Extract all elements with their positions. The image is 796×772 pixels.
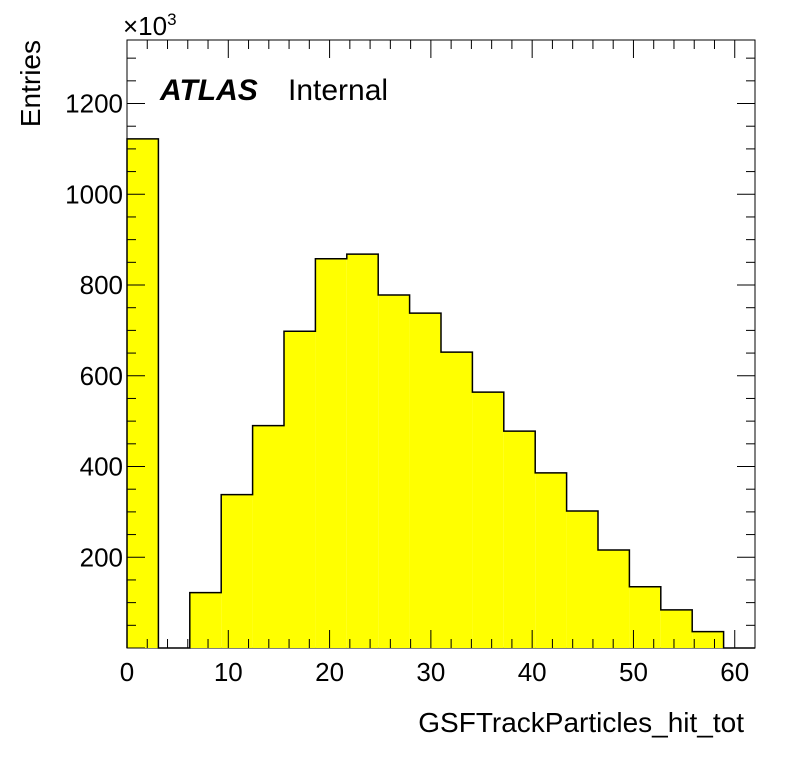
y-scale-factor: ×103 (123, 10, 177, 41)
histogram-bar (346, 254, 379, 648)
x-tick-label: 50 (619, 657, 648, 687)
internal-label: Internal (288, 74, 388, 107)
x-axis-ticks (126, 40, 756, 648)
histogram-bar (503, 431, 536, 648)
histogram-bar (252, 425, 284, 648)
y-tick-label: 400 (80, 452, 123, 482)
histogram-bar (660, 609, 693, 648)
histogram-bar (189, 592, 222, 648)
histogram-bar (284, 331, 316, 648)
histogram-bars (127, 138, 724, 648)
y-tick-label: 1200 (65, 89, 123, 119)
histogram-bar (378, 294, 410, 648)
histogram-bar (127, 138, 159, 648)
x-tick-label: 10 (214, 657, 243, 687)
histogram-bar (566, 510, 598, 648)
x-tick-label: 20 (315, 657, 344, 687)
x-tick-label: 60 (720, 657, 749, 687)
y-axis-ticks (127, 57, 755, 649)
x-axis-title: GSFTrackParticles_hit_tot (418, 707, 744, 738)
y-tick-label: 200 (80, 542, 123, 572)
histogram-bar (472, 392, 504, 648)
histogram-bar (221, 494, 253, 648)
histogram-step-line (126, 138, 755, 649)
y-tick-label: 800 (80, 270, 123, 300)
histogram-bar (598, 549, 630, 648)
histogram-bar (629, 586, 661, 648)
x-tick-label: 40 (518, 657, 547, 687)
atlas-label: ATLAS (159, 74, 258, 107)
histogram-bar (441, 352, 473, 648)
y-tick-label: 600 (80, 361, 123, 391)
y-axis-title: Entries (15, 40, 46, 127)
histogram-bar (692, 631, 724, 648)
x-axis-tick-labels: 0 10 20 30 40 50 60 (120, 657, 749, 687)
histogram-outline (126, 138, 755, 649)
histogram-bar (315, 258, 347, 648)
histogram-bar (409, 313, 441, 648)
y-tick-label: 1000 (65, 179, 123, 209)
x-tick-label: 0 (120, 657, 134, 687)
y-axis-tick-labels: 200 400 600 800 1000 1200 (65, 89, 123, 573)
histogram-bar (535, 472, 567, 648)
x-tick-label: 30 (416, 657, 445, 687)
